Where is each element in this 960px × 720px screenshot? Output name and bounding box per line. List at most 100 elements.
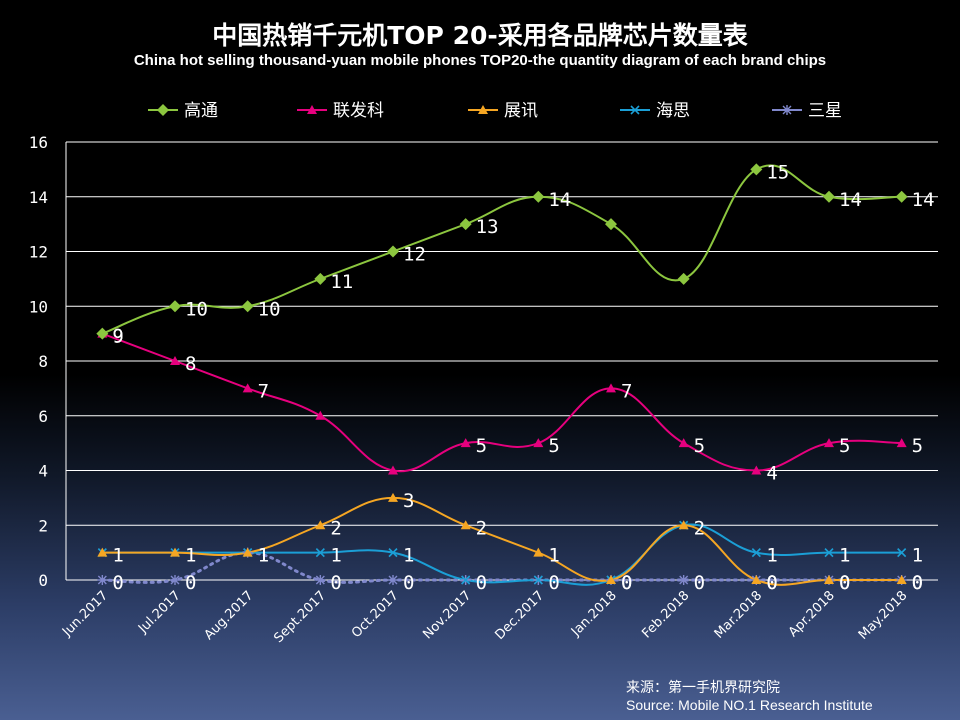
source-en: Source: Mobile NO.1 Research Institute	[626, 697, 873, 713]
x-tick-Dec.2017: Dec.2017	[492, 588, 547, 643]
data-label-三星-May.2018: 0	[912, 572, 923, 594]
legend: 高通 联发科 展讯 海思 三星	[148, 101, 842, 121]
marker-高通-Aug.2017	[241, 300, 254, 313]
x-tick-Jun.2017: Jun.2017	[59, 588, 111, 640]
data-label-三星-Aug.2017: 1	[258, 545, 269, 567]
marker-联发科-Oct.2017	[388, 465, 398, 475]
data-label-联发科-Dec.2017: 5	[548, 435, 559, 457]
data-label-高通-Sept.2017: 11	[330, 271, 353, 293]
marker-三星-Sept.2017	[315, 575, 326, 585]
x-tick-May.2018: May.2018	[856, 588, 911, 643]
x-tick-Jul.2017: Jul.2017	[135, 588, 184, 637]
gridlines	[66, 141, 938, 526]
data-label-高通-Oct.2017: 12	[403, 244, 426, 266]
legend-marker-三星	[782, 105, 792, 115]
data-label-三星-Dec.2017: 0	[548, 572, 559, 594]
data-label-联发科-May.2018: 5	[912, 435, 923, 457]
marker-联发科-Feb.2018	[678, 438, 689, 448]
data-label-三星-Jun.2017: 0	[112, 572, 123, 594]
data-label-展讯-Jan.2018: 0	[621, 572, 632, 594]
marker-海思-Sept.2017	[315, 548, 325, 558]
y-tick-6: 6	[38, 407, 48, 426]
chart-title: 中国热销千元机TOP 20-采用各品牌芯片数量表	[212, 21, 748, 50]
y-tick-0: 0	[38, 571, 48, 590]
legend-marker-展讯	[478, 105, 488, 114]
data-label-高通-Apr.2018: 14	[839, 189, 862, 211]
x-tick-labels: Jun.2017 Jul.2017 Aug.2017 Sept.2017 Oct.201…	[59, 588, 910, 646]
marker-三星-Oct.2017	[388, 575, 398, 585]
marker-联发科-Nov.2017	[460, 438, 471, 448]
data-label-三星-Mar.2018: 0	[766, 572, 777, 594]
marker-高通-Jul.2017	[169, 300, 181, 313]
x-tick-Sept.2017: Sept.2017	[271, 588, 329, 646]
marker-海思-Apr.2018	[824, 548, 834, 558]
source-cn: 来源：第一手机界研究院	[626, 679, 780, 695]
data-label-三星-Oct.2017: 0	[403, 572, 414, 594]
marker-高通-Feb.2018	[677, 272, 690, 285]
data-label-联发科-Nov.2017: 5	[476, 435, 487, 457]
marker-海思-Oct.2017	[388, 548, 398, 558]
data-label-展讯-Jun.2017: 1	[112, 545, 123, 567]
marker-高通-Apr.2018	[823, 190, 835, 203]
marker-展讯-Jul.2017	[170, 547, 180, 557]
data-label-高通-Aug.2017: 10	[258, 298, 281, 320]
marker-高通-Jan.2018	[605, 218, 617, 231]
data-label-海思-Mar.2018: 1	[766, 545, 777, 567]
marker-联发科-Mar.2018	[751, 465, 762, 475]
data-label-高通-Mar.2018: 15	[766, 161, 789, 183]
legend-marker-联发科	[307, 105, 317, 114]
x-tick-Jan.2018: Jan.2018	[568, 588, 620, 640]
marker-联发科-Dec.2017	[533, 438, 544, 448]
data-label-海思-Apr.2018: 1	[839, 545, 850, 567]
marker-海思-May.2018	[897, 548, 907, 558]
marker-联发科-Sept.2017	[315, 410, 326, 420]
marker-高通-May.2018	[895, 190, 908, 203]
series-markers	[96, 163, 908, 585]
data-label-联发科-Aug.2017: 7	[258, 380, 269, 402]
series-line-高通	[101, 164, 902, 335]
marker-海思-Mar.2018	[751, 548, 761, 558]
marker-高通-Dec.2017	[532, 190, 545, 203]
x-tick-Aug.2017: Aug.2017	[202, 588, 257, 643]
data-label-海思-Oct.2017: 1	[403, 545, 414, 567]
data-label-展讯-May.2018: 0	[912, 572, 923, 594]
y-tick-12: 12	[29, 243, 48, 262]
series-line-联发科	[101, 332, 902, 473]
marker-三星-Jul.2017	[170, 575, 180, 585]
legend-label-联发科: 联发科	[333, 101, 384, 121]
data-label-海思-Sept.2017: 1	[330, 545, 341, 567]
data-label-高通-Jun.2017: 9	[112, 326, 123, 348]
data-label-三星-Jul.2017: 0	[185, 572, 196, 594]
marker-展讯-Mar.2018	[751, 575, 762, 584]
x-tick-Feb.2018: Feb.2018	[639, 588, 692, 641]
legend-marker-高通	[157, 104, 169, 116]
legend-label-海思: 海思	[656, 101, 690, 121]
data-label-展讯-Dec.2017: 1	[548, 545, 559, 567]
legend-label-高通: 高通	[184, 101, 218, 121]
data-label-展讯-Oct.2017: 3	[403, 490, 414, 512]
marker-海思-Nov.2017	[461, 575, 471, 585]
marker-联发科-Aug.2017	[242, 383, 253, 393]
data-label-联发科-Apr.2018: 5	[839, 435, 850, 457]
x-tick-Nov.2017: Nov.2017	[420, 588, 474, 642]
y-tick-16: 16	[29, 133, 48, 152]
marker-展讯-Apr.2018	[824, 575, 834, 584]
series-lines	[100, 164, 904, 586]
marker-展讯-Dec.2017	[533, 547, 544, 557]
series-line-三星	[100, 551, 904, 584]
marker-高通-Nov.2017	[459, 218, 472, 231]
marker-高通-Oct.2017	[387, 245, 399, 258]
data-label-联发科-Mar.2018: 4	[766, 463, 777, 485]
marker-展讯-May.2018	[896, 575, 907, 584]
marker-联发科-May.2018	[896, 438, 907, 448]
marker-联发科-Apr.2018	[824, 438, 834, 448]
data-label-展讯-Sept.2017: 2	[330, 517, 341, 539]
y-tick-8: 8	[38, 352, 48, 371]
data-label-海思-May.2018: 1	[912, 545, 923, 567]
data-label-联发科-Feb.2018: 5	[694, 435, 705, 457]
marker-展讯-Oct.2017	[388, 492, 398, 502]
y-tick-14: 14	[29, 188, 48, 207]
marker-展讯-Jan.2018	[606, 575, 616, 584]
